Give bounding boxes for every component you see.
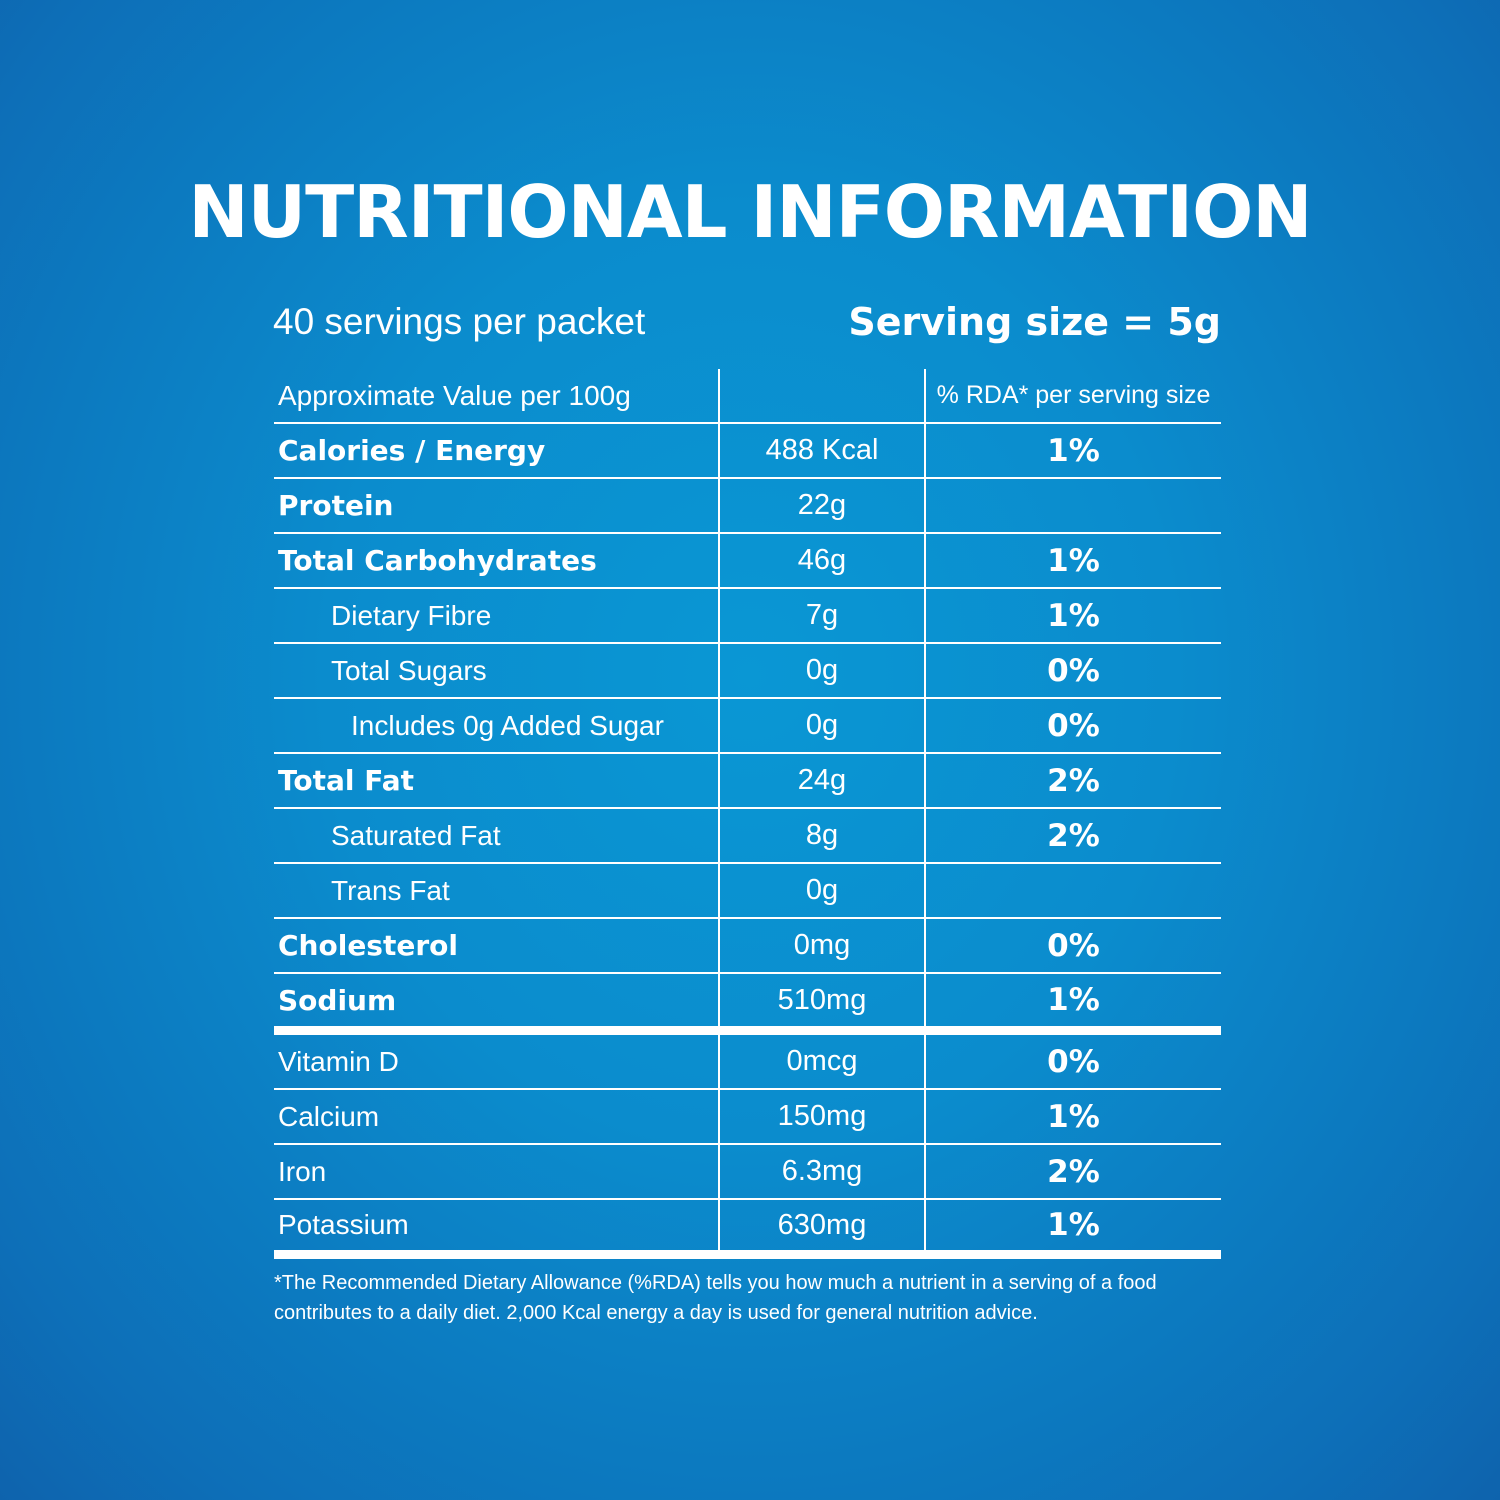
nutrient-value: 0mg [718, 919, 926, 972]
nutrient-value: 8g [718, 809, 926, 862]
nutrient-name: Total Sugars [331, 654, 487, 686]
table-row: Saturated Fat 8g 2% [274, 809, 1221, 864]
nutrient-value: 0g [718, 864, 926, 917]
nutrient-value: 22g [718, 479, 926, 532]
nutrient-rda: 2% [1047, 1153, 1100, 1190]
nutrient-name: Saturated Fat [331, 819, 501, 851]
nutrient-value: 630mg [718, 1200, 926, 1250]
nutrient-value: 0g [718, 644, 926, 697]
nutrient-rda: 2% [1047, 817, 1100, 854]
nutrient-value: 6.3mg [718, 1145, 926, 1198]
nutrient-rda: 1% [1047, 542, 1100, 579]
nutrient-rda: 0% [1047, 707, 1100, 744]
nutrient-name: Total Carbohydrates [278, 544, 597, 577]
nutrient-rda: 0% [1047, 1043, 1100, 1080]
table-row: Protein 22g [274, 479, 1221, 534]
nutrient-name: Vitamin D [278, 1045, 399, 1077]
nutrient-value: 46g [718, 534, 926, 587]
nutrient-rda: 1% [1047, 1207, 1100, 1243]
table-row: Calcium 150mg 1% [274, 1090, 1221, 1145]
nutrient-rda: 1% [1047, 432, 1100, 469]
nutrient-value: 488 Kcal [718, 424, 926, 477]
nutrient-name: Trans Fat [331, 874, 450, 906]
table-row: Dietary Fibre 7g 1% [274, 589, 1221, 644]
table-row: Total Carbohydrates 46g 1% [274, 534, 1221, 589]
nutrient-name: Iron [278, 1155, 327, 1187]
nutrient-rda: 1% [1047, 982, 1100, 1018]
nutrient-value: 24g [718, 754, 926, 807]
nutrient-name: Cholesterol [278, 929, 458, 962]
page-title: NUTRITIONAL INFORMATION [188, 170, 1312, 254]
header-rda: % RDA* per serving size [936, 381, 1211, 409]
table-row: Potassium 630mg 1% [274, 1200, 1221, 1259]
nutrient-rda: 1% [1047, 597, 1100, 634]
nutrient-value: 150mg [718, 1090, 926, 1143]
nutrient-value: 0mcg [718, 1035, 926, 1088]
nutrient-name: Includes 0g Added Sugar [351, 709, 664, 741]
table-header-row: Approximate Value per 100g % RDA* per se… [274, 369, 1221, 424]
nutrient-name: Calories / Energy [278, 434, 546, 467]
rda-footnote: *The Recommended Dietary Allowance (%RDA… [274, 1272, 1157, 1324]
nutrition-table: Approximate Value per 100g % RDA* per se… [274, 369, 1221, 1259]
nutrient-name: Total Fat [278, 764, 415, 797]
table-row: Iron 6.3mg 2% [274, 1145, 1221, 1200]
nutrient-name: Calcium [278, 1100, 380, 1132]
nutrient-rda [926, 479, 1221, 532]
nutrient-rda: 0% [1047, 652, 1100, 689]
table-row: Includes 0g Added Sugar 0g 0% [274, 699, 1221, 754]
nutrient-rda [926, 864, 1221, 917]
nutrient-name: Sodium [278, 983, 397, 1017]
table-row: Trans Fat 0g [274, 864, 1221, 919]
table-row: Vitamin D 0mcg 0% [274, 1035, 1221, 1090]
nutrient-rda: 1% [1047, 1098, 1100, 1135]
nutrient-rda: 2% [1047, 762, 1100, 799]
nutrient-value: 510mg [718, 974, 926, 1026]
nutrient-value: 0g [718, 699, 926, 752]
serving-size: Serving size = 5g [848, 300, 1221, 344]
nutrient-name: Dietary Fibre [331, 599, 492, 631]
nutrient-name: Protein [278, 489, 394, 522]
table-row: Calories / Energy 488 Kcal 1% [274, 424, 1221, 479]
nutrient-value: 7g [718, 589, 926, 642]
table-row: Total Fat 24g 2% [274, 754, 1221, 809]
table-row: Cholesterol 0mg 0% [274, 919, 1221, 974]
nutrient-name: Potassium [278, 1209, 409, 1240]
servings-per-packet: 40 servings per packet [273, 301, 646, 342]
nutrient-rda: 0% [1047, 927, 1100, 964]
table-row: Sodium 510mg 1% [274, 974, 1221, 1035]
header-nutrient: Approximate Value per 100g [278, 379, 631, 411]
header-value [718, 369, 926, 422]
table-row: Total Sugars 0g 0% [274, 644, 1221, 699]
